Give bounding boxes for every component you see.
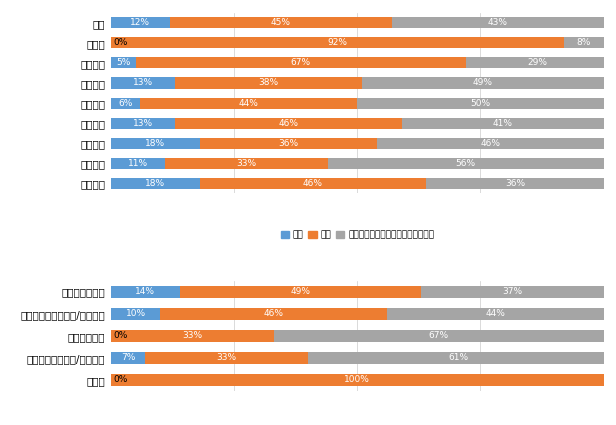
Text: 56%: 56% [456,159,476,168]
Bar [111,308,160,320]
Bar [328,158,604,169]
Text: 6%: 6% [118,99,133,108]
Bar [111,118,175,129]
Text: 46%: 46% [278,119,298,128]
Text: 92%: 92% [328,38,347,47]
Bar [160,308,387,320]
Bar [175,77,362,88]
Text: 33%: 33% [182,332,202,340]
Text: 45%: 45% [271,18,291,27]
Bar [362,77,604,88]
Bar [392,17,604,28]
Bar [111,374,604,386]
Bar [564,37,604,48]
Text: 33%: 33% [237,159,256,168]
Bar [111,158,165,169]
Bar [111,138,200,149]
Bar [357,97,604,108]
Bar [145,352,308,364]
Bar [170,17,392,28]
Text: 10%: 10% [126,309,145,318]
Text: 13%: 13% [133,119,153,128]
Bar [111,77,175,88]
Text: 29%: 29% [527,58,547,68]
Text: 67%: 67% [291,58,310,68]
Text: 49%: 49% [291,287,310,296]
Bar [426,178,604,189]
Bar [387,308,604,320]
Text: 13%: 13% [133,79,153,88]
Text: 7%: 7% [121,354,136,363]
Bar [140,97,357,108]
Text: 18%: 18% [145,179,165,188]
Text: 5%: 5% [116,58,131,68]
Bar [377,138,604,149]
Text: 43%: 43% [488,18,508,27]
Bar [180,286,421,298]
Text: 100%: 100% [344,375,370,385]
Bar [136,57,466,68]
Bar [111,352,145,364]
Text: 36%: 36% [505,179,525,188]
Text: 11%: 11% [128,159,148,168]
Text: 41%: 41% [493,119,513,128]
Text: 0%: 0% [113,375,128,385]
Text: 46%: 46% [264,309,283,318]
Text: 67%: 67% [429,332,448,340]
Bar [111,17,170,28]
Text: 33%: 33% [217,354,237,363]
Text: 44%: 44% [239,99,259,108]
Text: 18%: 18% [145,139,165,147]
Text: 49%: 49% [473,79,493,88]
Text: 0%: 0% [113,38,128,47]
Legend: ある, ない, 自然災害の被害にあったことがない: ある, ない, 自然災害の被害にあったことがない [277,227,437,243]
Bar [111,57,136,68]
Bar [111,97,140,108]
Bar [111,286,180,298]
Bar [200,178,426,189]
Text: 50%: 50% [471,99,490,108]
Text: 38%: 38% [259,79,278,88]
Bar [111,178,200,189]
Text: 61%: 61% [448,354,468,363]
Text: 12%: 12% [131,18,150,27]
Text: 37%: 37% [503,287,522,296]
Bar [165,158,328,169]
Text: 46%: 46% [303,179,323,188]
Text: 14%: 14% [136,287,155,296]
Bar [200,138,377,149]
Bar [111,330,274,342]
Bar [111,37,564,48]
Bar [274,330,604,342]
Text: 46%: 46% [480,139,500,147]
Bar [421,286,604,298]
Text: 0%: 0% [113,332,128,340]
Bar [466,57,609,68]
Bar [308,352,609,364]
Text: 44%: 44% [485,309,505,318]
Bar [175,118,402,129]
Bar [402,118,604,129]
Text: 36%: 36% [278,139,298,147]
Text: 8%: 8% [577,38,591,47]
